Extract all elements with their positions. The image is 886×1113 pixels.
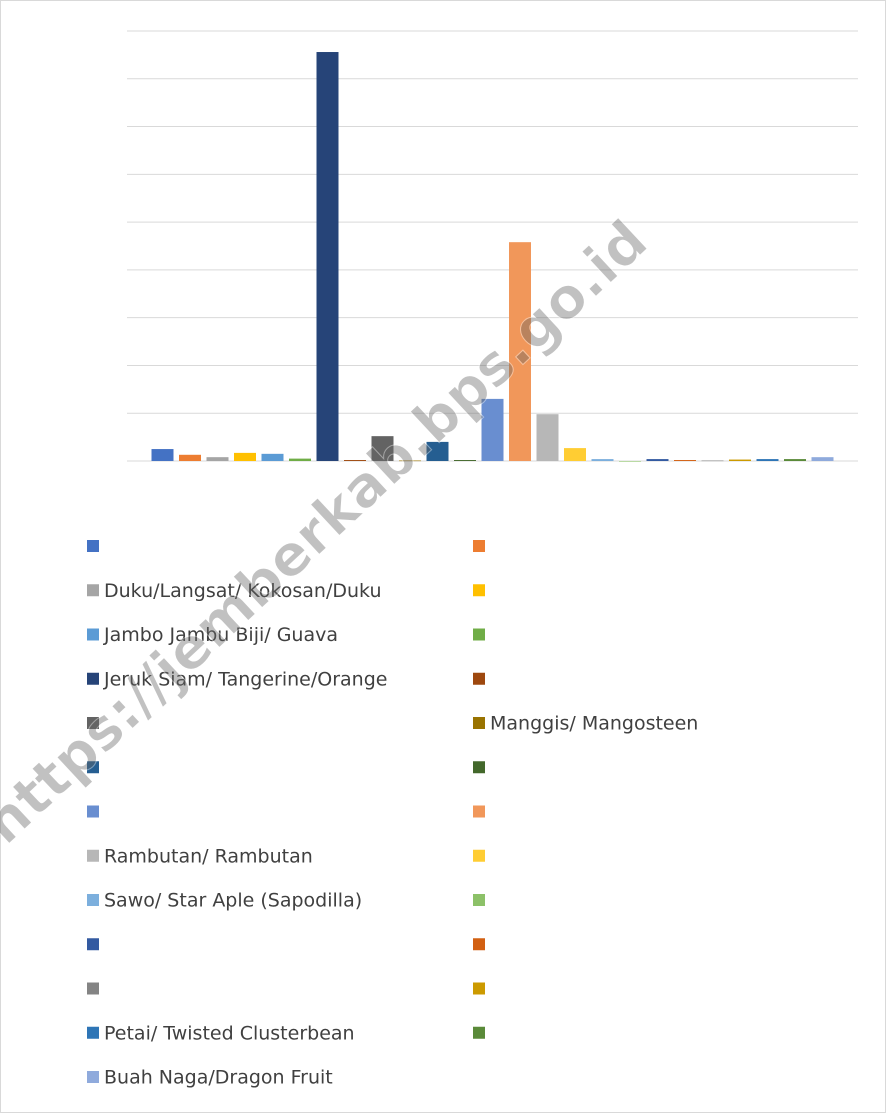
bar — [729, 459, 751, 461]
legend-swatch — [473, 717, 485, 729]
bar — [289, 458, 311, 461]
legend-swatch — [473, 894, 485, 906]
bar — [454, 460, 476, 461]
legend-swatch — [473, 672, 485, 685]
legend-swatch — [87, 982, 99, 995]
bar — [784, 459, 806, 461]
bar — [701, 460, 724, 462]
legend-label: Manggis/ Mangosteen — [490, 713, 698, 735]
bar — [591, 459, 614, 461]
bar — [399, 460, 421, 462]
bar — [536, 414, 559, 461]
legend-label: Duku/Langsat/ Kokosan/Duku — [104, 580, 382, 602]
legend-swatch — [87, 540, 99, 552]
bar — [509, 242, 531, 461]
legend-swatch — [87, 761, 99, 774]
bar — [756, 459, 779, 461]
bar — [646, 459, 669, 461]
legend-swatch — [473, 849, 485, 862]
bar — [316, 52, 339, 462]
bar — [344, 460, 366, 461]
bar — [564, 448, 586, 461]
bar — [371, 436, 394, 461]
bar — [179, 454, 201, 461]
bar — [206, 457, 229, 461]
legend-swatch — [87, 628, 99, 641]
legend-label: Sawo/ Star Aple (Sapodilla) — [104, 890, 362, 912]
legend-label: Jeruk Siam/ Tangerine/Orange — [103, 668, 387, 690]
legend-swatch — [87, 1026, 99, 1039]
legend-label: Petai/ Twisted Clusterbean — [104, 1022, 355, 1044]
legend-label: Jambo Jambu Biji/ Guava — [103, 624, 338, 646]
legend-swatch — [473, 628, 485, 641]
legend-label: Rambutan/ Rambutan — [104, 845, 313, 867]
bar — [674, 460, 696, 461]
legend-swatch — [87, 849, 99, 862]
bar — [234, 452, 256, 461]
legend-label: Buah Naga/Dragon Fruit — [104, 1067, 333, 1089]
legend-swatch — [87, 938, 99, 951]
legend-swatch — [473, 982, 485, 995]
legend-swatch — [87, 894, 99, 906]
legend-swatch — [87, 717, 99, 729]
legend-swatch — [473, 540, 485, 552]
legend-swatch — [473, 805, 485, 818]
bar — [261, 453, 284, 461]
legend-swatch — [87, 584, 99, 597]
legend-swatch — [473, 761, 485, 774]
legend-swatch — [87, 672, 99, 685]
legend-swatch — [473, 1026, 485, 1039]
legend-swatch — [87, 805, 99, 818]
bar — [426, 441, 449, 461]
bar — [481, 398, 504, 461]
bar — [619, 461, 641, 462]
bar — [811, 457, 834, 461]
legend-swatch — [473, 584, 485, 597]
bar — [151, 449, 174, 461]
legend-swatch — [87, 1071, 99, 1083]
legend-swatch — [473, 938, 485, 951]
